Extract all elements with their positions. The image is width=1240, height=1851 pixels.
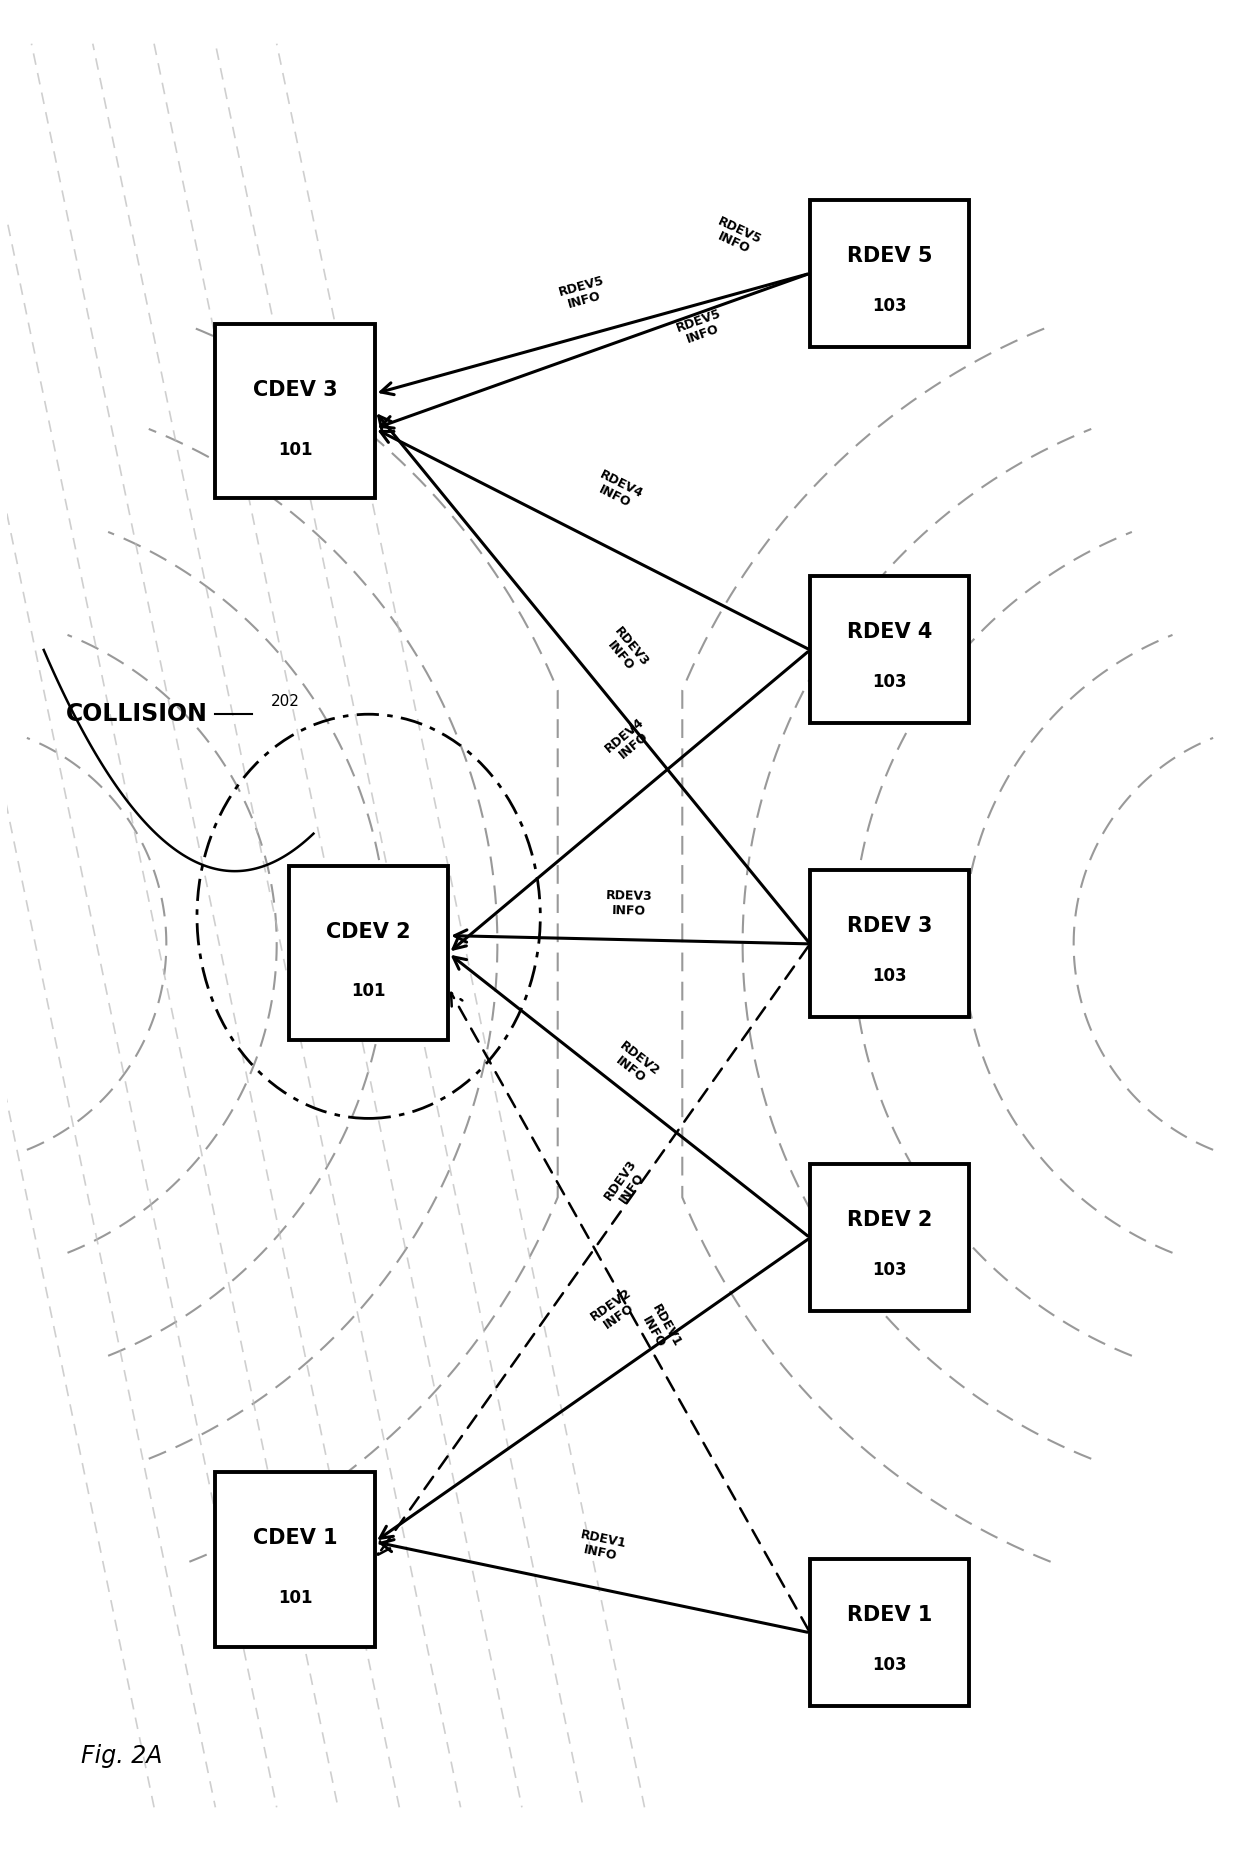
Text: RDEV 4: RDEV 4: [847, 622, 932, 642]
Text: CDEV 3: CDEV 3: [253, 379, 337, 400]
Text: RDEV3
INFO: RDEV3 INFO: [600, 626, 651, 677]
Text: CDEV 2: CDEV 2: [326, 922, 410, 942]
Text: RDEV3
INFO: RDEV3 INFO: [605, 888, 652, 918]
Text: 103: 103: [873, 296, 906, 315]
Text: RDEV 1: RDEV 1: [847, 1605, 932, 1625]
FancyBboxPatch shape: [810, 870, 970, 1018]
Text: RDEV5
INFO: RDEV5 INFO: [709, 215, 764, 259]
Text: RDEV2
INFO: RDEV2 INFO: [609, 1038, 662, 1088]
Text: RDEV5
INFO: RDEV5 INFO: [557, 274, 609, 313]
FancyBboxPatch shape: [216, 324, 374, 498]
Text: CDEV 1: CDEV 1: [253, 1529, 337, 1547]
Text: RDEV2
INFO: RDEV2 INFO: [588, 1286, 642, 1335]
FancyBboxPatch shape: [810, 1164, 970, 1311]
FancyBboxPatch shape: [810, 1559, 970, 1707]
Text: 101: 101: [351, 983, 386, 1000]
FancyBboxPatch shape: [810, 200, 970, 346]
FancyBboxPatch shape: [810, 576, 970, 724]
Text: RDEV4
INFO: RDEV4 INFO: [590, 468, 645, 513]
Text: 202: 202: [270, 694, 299, 709]
Text: RDEV5
INFO: RDEV5 INFO: [675, 307, 727, 348]
Text: 101: 101: [278, 1588, 312, 1607]
Text: 103: 103: [873, 1261, 906, 1279]
Text: RDEV 2: RDEV 2: [847, 1211, 932, 1231]
Text: RDEV 3: RDEV 3: [847, 916, 932, 937]
Text: 103: 103: [873, 674, 906, 690]
FancyBboxPatch shape: [289, 866, 449, 1040]
Text: Fig. 2A: Fig. 2A: [81, 1744, 162, 1768]
Text: 103: 103: [873, 968, 906, 985]
Text: RDEV1
INFO: RDEV1 INFO: [577, 1527, 627, 1564]
Text: RDEV3
INFO: RDEV3 INFO: [601, 1157, 651, 1211]
Text: RDEV 5: RDEV 5: [847, 246, 932, 267]
Text: 101: 101: [278, 441, 312, 459]
Text: RDEV4
INFO: RDEV4 INFO: [603, 714, 656, 766]
FancyBboxPatch shape: [216, 1472, 374, 1647]
Text: COLLISION: COLLISION: [66, 702, 207, 726]
Text: RDEV1
INFO: RDEV1 INFO: [636, 1301, 683, 1355]
Text: 103: 103: [873, 1657, 906, 1673]
